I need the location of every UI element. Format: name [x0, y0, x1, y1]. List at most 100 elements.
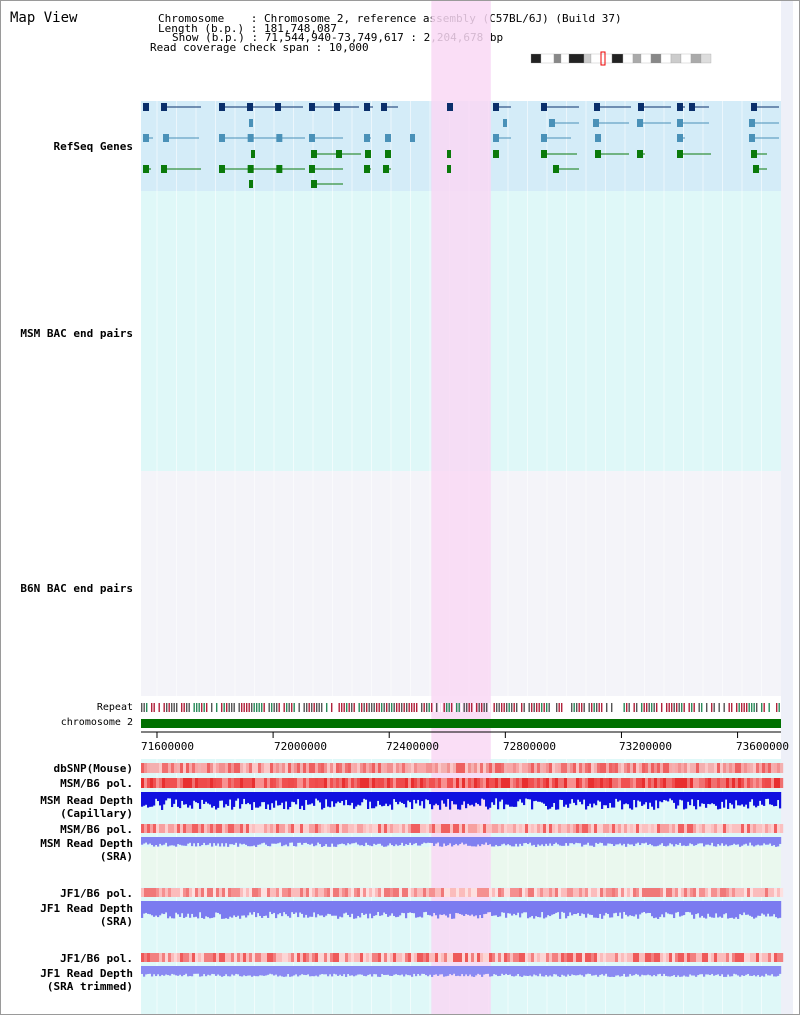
ideogram-band — [540, 53, 555, 64]
repeat-mark — [566, 703, 568, 712]
read-depth-bar — [353, 966, 356, 977]
read-depth-bar — [519, 901, 522, 918]
read-depth-bar — [265, 792, 268, 810]
repeat-mark — [418, 703, 420, 712]
read-depth-bar — [319, 792, 322, 803]
repeat-mark — [728, 703, 730, 712]
pol-strip-cell — [384, 778, 388, 788]
pol-strip-cell — [291, 778, 295, 788]
read-depth-bar — [143, 837, 146, 844]
read-depth-bar — [289, 901, 292, 918]
pol-strip-cell — [306, 824, 310, 833]
read-depth-bar — [215, 901, 218, 913]
pol-strip-cell — [759, 778, 763, 788]
repeat-mark — [416, 703, 418, 712]
read-depth-bar — [295, 837, 298, 847]
read-depth-bar — [393, 901, 396, 916]
read-depth-bar — [735, 901, 738, 918]
b6n-bac-track-label[interactable]: B6N BAC end pairs — [20, 582, 133, 595]
pol-strip-cell — [684, 763, 688, 773]
pol-strip-cell — [714, 763, 718, 773]
read-depth-bar — [517, 837, 520, 847]
read-depth-bar — [365, 792, 368, 800]
read-depth-bar — [715, 792, 718, 806]
pol-strip-cell — [645, 763, 649, 773]
read-depth-bar — [713, 966, 716, 976]
pol-strip-cell — [279, 953, 283, 962]
repeat-mark — [601, 703, 603, 712]
repeat-mark — [598, 703, 600, 712]
pol-strip-cell — [510, 778, 514, 788]
repeat-mark — [716, 703, 718, 712]
repeat-mark — [391, 703, 393, 712]
pol-strip-cell — [678, 953, 682, 962]
pol-strip-cell — [591, 888, 595, 897]
pol-strip-cell — [231, 778, 235, 788]
pol-strip-cell — [435, 824, 439, 833]
read-depth-bar — [703, 837, 706, 847]
repeat-mark — [143, 703, 145, 712]
pol-strip-cell — [600, 953, 604, 962]
pol-strip-cell — [141, 953, 145, 962]
pol-strip-cell — [543, 888, 547, 897]
pol-strip-cell — [171, 888, 175, 897]
read-depth-bar — [457, 901, 460, 914]
pol-strip-cell — [405, 763, 409, 773]
pol-strip-cell — [408, 763, 412, 773]
pol-strip-cell — [219, 953, 223, 962]
read-depth-bar — [467, 792, 470, 804]
read-depth-bar — [357, 837, 360, 845]
pol-strip-cell — [711, 888, 715, 897]
read-depth-bar — [679, 837, 682, 843]
repeat-mark — [508, 703, 510, 712]
read-depth-bar — [759, 837, 762, 846]
msm-bac-track-label[interactable]: MSM BAC end pairs — [20, 327, 133, 340]
read-depth-bar — [611, 792, 614, 808]
read-depth-bar — [165, 966, 168, 975]
read-depth-bar — [613, 792, 616, 808]
pol-strip-cell — [720, 824, 724, 833]
read-depth-bar — [727, 837, 730, 847]
read-depth-bar — [675, 966, 678, 977]
read-depth-bar — [275, 792, 278, 801]
pol-strip-cell — [264, 888, 268, 897]
pol-strip-cell — [498, 778, 502, 788]
read-depth-bar — [561, 966, 564, 975]
repeat-mark — [373, 703, 375, 712]
pol-strip-cell — [681, 953, 685, 962]
pol-strip-cell — [387, 953, 391, 962]
read-depth-bar — [779, 792, 782, 809]
repeat-mark — [426, 703, 428, 712]
repeat-mark — [286, 703, 288, 712]
read-depth-bar — [403, 792, 406, 805]
read-depth-bar — [257, 837, 260, 845]
read-depth-bar — [423, 837, 426, 843]
pol-strip-cell — [213, 763, 217, 773]
refseq-track-label[interactable]: RefSeq Genes — [53, 140, 133, 153]
pol-strip-cell — [699, 888, 703, 897]
read-depth-bar — [595, 966, 598, 975]
read-depth-bar — [217, 792, 220, 808]
repeat-mark — [563, 703, 565, 712]
pol-strip-cell — [285, 778, 289, 788]
read-depth-bar — [765, 966, 768, 974]
read-depth-bar — [591, 901, 594, 915]
read-depth-bar — [463, 792, 466, 802]
repeat-mark — [308, 703, 310, 712]
repeat-mark — [771, 703, 773, 712]
pol-strip-cell — [270, 888, 274, 897]
read-depth-bar — [313, 792, 316, 806]
read-depth-bar — [257, 966, 260, 977]
pol-strip-cell — [288, 763, 292, 773]
pol-strip-cell — [726, 888, 730, 897]
repeat-mark — [181, 703, 183, 712]
read-depth-bar — [219, 901, 222, 915]
pol-strip-cell — [306, 953, 310, 962]
pol-strip-cell — [609, 888, 613, 897]
gene-exon — [275, 103, 281, 111]
pol-strip-cell — [597, 763, 601, 773]
read-depth-bar — [741, 792, 744, 805]
pol-strip-cell — [717, 888, 721, 897]
read-depth-bar — [405, 901, 408, 919]
